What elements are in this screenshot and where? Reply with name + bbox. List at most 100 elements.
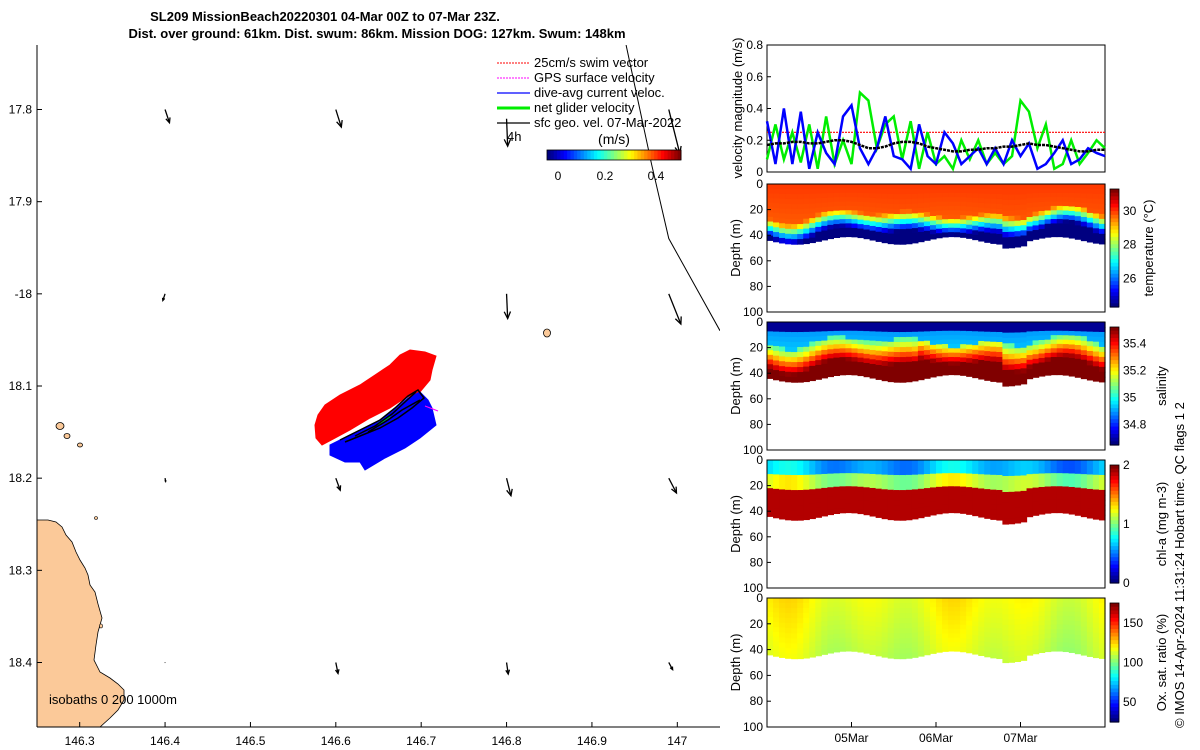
heatmap-cell bbox=[960, 188, 967, 194]
heatmap-cell bbox=[1068, 504, 1076, 511]
heatmap-cell bbox=[827, 353, 834, 359]
heatmap-cells bbox=[767, 460, 1106, 525]
colorbar-cell bbox=[610, 150, 615, 160]
heatmap-cell bbox=[827, 193, 834, 199]
heatmap-cell bbox=[851, 357, 859, 363]
heatmap-cell bbox=[863, 464, 871, 470]
heatmap-cell bbox=[767, 640, 774, 646]
heatmap-cell bbox=[779, 371, 786, 377]
heatmap-cell bbox=[1068, 643, 1076, 649]
colorbar-cell bbox=[1110, 386, 1119, 391]
heatmap-cell bbox=[1056, 201, 1064, 207]
heatmap-cell bbox=[851, 508, 859, 514]
heatmap-cell bbox=[779, 223, 786, 229]
heatmap-cell bbox=[875, 460, 883, 466]
heatmap-cell bbox=[917, 503, 925, 509]
heatmap-cell bbox=[827, 220, 834, 226]
heatmap-cell bbox=[954, 464, 961, 470]
heatmap-cell bbox=[833, 633, 841, 639]
heatmap-cell bbox=[911, 647, 919, 653]
heatmap-cell bbox=[767, 212, 774, 218]
heatmap-cell bbox=[1032, 630, 1040, 636]
heatmap-cell bbox=[990, 213, 997, 220]
heatmap-cell bbox=[960, 642, 967, 648]
heatmap-cell bbox=[948, 481, 955, 487]
heatmap-cell bbox=[1068, 629, 1076, 635]
heatmap-cell bbox=[984, 375, 991, 381]
time-tick-label: 06Mar bbox=[919, 731, 953, 745]
heatmap-cell bbox=[990, 198, 997, 205]
heatmap-cell bbox=[767, 331, 774, 337]
colorbar-cell bbox=[1110, 643, 1119, 649]
heatmap-cell bbox=[978, 612, 985, 618]
heatmap-cell bbox=[1056, 223, 1064, 229]
heatmap-cell bbox=[1002, 470, 1010, 477]
heatmap-cell bbox=[839, 642, 847, 648]
heatmap-cell bbox=[779, 504, 786, 510]
heatmap-cell bbox=[767, 336, 774, 342]
heatmap-cell bbox=[1026, 355, 1034, 361]
heatmap-cell bbox=[857, 206, 865, 212]
heatmap-cell bbox=[839, 370, 847, 376]
heatmap-cell bbox=[869, 473, 877, 480]
heatmap-cell bbox=[1002, 322, 1010, 328]
heatmap-cell bbox=[839, 628, 847, 635]
heatmap-cell bbox=[1080, 478, 1088, 485]
heatmap-cell bbox=[1044, 326, 1052, 332]
heatmap-cell bbox=[1068, 344, 1076, 350]
heatmap-cell bbox=[845, 473, 853, 479]
heatmap-cell bbox=[815, 488, 822, 494]
heatmap-cell bbox=[1092, 509, 1100, 515]
heatmap-cell bbox=[936, 634, 943, 640]
heatmap-cell bbox=[869, 469, 877, 475]
heatmap-cell bbox=[1038, 473, 1046, 479]
heatmap-cell bbox=[929, 326, 937, 332]
heatmap-cell bbox=[1092, 464, 1100, 471]
heatmap-cell bbox=[1020, 204, 1028, 211]
heatmap-cell bbox=[917, 207, 925, 214]
heatmap-cell bbox=[1098, 603, 1106, 609]
heatmap-cell bbox=[785, 208, 792, 215]
heatmap-cell bbox=[960, 192, 967, 198]
heatmap-cell bbox=[948, 503, 955, 509]
heatmap-cell bbox=[803, 366, 810, 373]
heatmap-cell bbox=[815, 598, 822, 604]
heatmap-cell bbox=[917, 188, 925, 195]
heatmap-cell bbox=[1068, 330, 1076, 337]
heatmap-cell bbox=[845, 201, 853, 207]
heatmap-cell bbox=[773, 493, 780, 500]
heatmap-cell bbox=[917, 345, 925, 352]
heatmap-cell bbox=[936, 629, 943, 635]
depth-tick-label: 20 bbox=[750, 341, 764, 355]
heatmap-cell bbox=[1038, 219, 1046, 226]
heatmap-cell bbox=[905, 623, 913, 629]
heatmap-cell bbox=[851, 205, 859, 211]
heatmap-cell bbox=[815, 502, 822, 509]
heatmap-cell bbox=[827, 206, 834, 212]
heatmap-cell bbox=[1068, 357, 1076, 364]
heatmap-cell bbox=[1014, 619, 1022, 626]
heatmap-cell bbox=[809, 632, 816, 638]
island bbox=[63, 433, 71, 439]
heatmap-cell bbox=[1032, 625, 1040, 632]
heatmap-cell bbox=[893, 214, 901, 220]
heatmap-cell bbox=[851, 633, 859, 639]
colorbar-cell bbox=[1110, 266, 1119, 271]
heatmap-cell bbox=[1062, 344, 1070, 350]
heatmap-cell bbox=[1074, 510, 1082, 516]
heatmap-cell bbox=[839, 227, 847, 233]
heatmap-cell bbox=[948, 361, 955, 367]
heatmap-cell bbox=[815, 184, 822, 190]
heatmap-cell bbox=[1050, 219, 1058, 225]
colorbar-cell bbox=[1110, 371, 1119, 376]
heatmap-cell bbox=[1050, 598, 1058, 604]
colorbar-cell bbox=[567, 150, 571, 160]
heatmap-cell bbox=[990, 642, 997, 649]
heatmap-cell bbox=[1068, 326, 1076, 332]
heatmap-cell bbox=[857, 477, 865, 483]
heatmap-cell bbox=[1008, 470, 1016, 477]
heatmap-cell bbox=[917, 641, 925, 647]
heatmap-cell bbox=[893, 490, 901, 496]
heatmap-cell bbox=[996, 603, 1003, 609]
heatmap-cell bbox=[1002, 624, 1010, 631]
